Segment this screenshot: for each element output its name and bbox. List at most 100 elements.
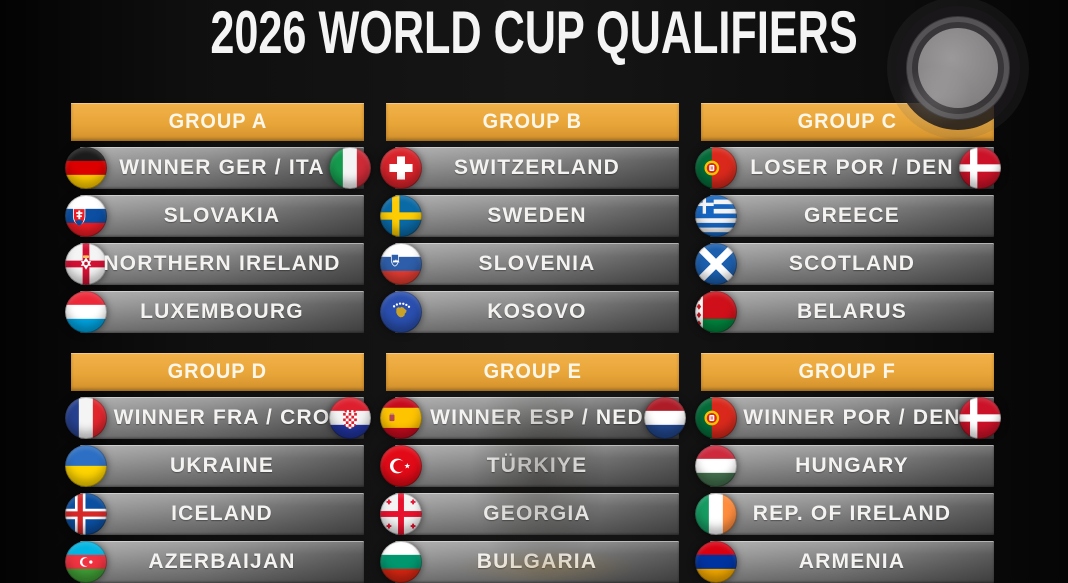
team-row: ICELAND <box>65 493 364 535</box>
team-row: LUXEMBOURG <box>65 291 364 333</box>
team-row: TÜRKIYE <box>380 445 679 487</box>
team-name: LUXEMBOURG <box>140 300 304 323</box>
team-row: WINNER ESP / NED <box>380 397 686 439</box>
group-card: GROUP D WINNER FRA / CRO UKRAINE ICELAND <box>65 353 371 583</box>
team-name: NORTHERN IRELAND <box>103 252 341 275</box>
flag-ukraine-icon <box>65 445 107 487</box>
flag-slovakia-icon <box>65 195 107 237</box>
team-row: SWITZERLAND <box>380 147 679 189</box>
team-row: NORTHERN IRELAND <box>65 243 364 285</box>
team-name: REP. OF IRELAND <box>752 502 952 525</box>
group-card: GROUP F WINNER POR / DEN HUNGARY REP. OF… <box>695 353 1001 583</box>
team-row: GREECE <box>695 195 994 237</box>
flag-ireland-icon <box>695 493 737 535</box>
team-row: ARMENIA <box>695 541 994 583</box>
flag-kosovo-icon <box>380 291 422 333</box>
team-name: SWEDEN <box>487 204 587 227</box>
group-card: GROUP E WINNER ESP / NED TÜRKIYE <box>380 353 686 583</box>
group-rows: WINNER GER / ITA SLOVAKIA NORTHERN IRELA… <box>65 147 371 333</box>
flag-hungary-icon <box>695 445 737 487</box>
groups-grid: GROUP A WINNER GER / ITA SLOVAKIA NO <box>65 103 1001 583</box>
flag-georgia-icon <box>380 493 422 535</box>
team-name: KOSOVO <box>487 300 587 323</box>
group-rows: SWITZERLAND SWEDEN SLOVENIA KOSOVO <box>380 147 679 333</box>
team-row: SWEDEN <box>380 195 679 237</box>
team-name: SLOVAKIA <box>163 204 281 227</box>
floating-record-button[interactable] <box>887 0 1029 139</box>
group-header: GROUP D <box>71 353 364 391</box>
team-name: SLOVENIA <box>478 252 596 275</box>
record-button-flare <box>898 66 972 128</box>
team-row: BULGARIA <box>380 541 679 583</box>
group-card: GROUP A WINNER GER / ITA SLOVAKIA NO <box>65 103 371 333</box>
team-row: UKRAINE <box>65 445 364 487</box>
team-name: BELARUS <box>797 300 907 323</box>
flag-bulgaria-icon <box>380 541 422 583</box>
team-name: SWITZERLAND <box>453 156 620 179</box>
flag-spain-icon <box>380 397 422 439</box>
team-name: ICELAND <box>171 502 273 525</box>
flag-northern-ireland-icon <box>65 243 107 285</box>
team-name: LOSER POR / DEN <box>750 156 954 179</box>
team-row: KOSOVO <box>380 291 679 333</box>
team-row: WINNER FRA / CRO <box>65 397 371 439</box>
flag-sweden-icon <box>380 195 422 237</box>
team-name: HUNGARY <box>795 454 909 477</box>
group-label: GROUP A <box>168 110 267 133</box>
record-button-glow-ring <box>907 17 1009 119</box>
record-circle-icon <box>918 28 998 108</box>
flag-luxembourg-icon <box>65 291 107 333</box>
team-row: LOSER POR / DEN <box>695 147 1001 189</box>
flag-azerbaijan-icon <box>65 541 107 583</box>
team-name: UKRAINE <box>169 454 275 477</box>
flag-iceland-icon <box>65 493 107 535</box>
team-name: SCOTLAND <box>788 252 916 275</box>
flag-italy-icon <box>329 147 371 189</box>
flag-belarus-icon <box>695 291 737 333</box>
team-row: SLOVENIA <box>380 243 679 285</box>
page-title: 2026 WORLD CUP QUALIFIERS <box>210 0 858 66</box>
team-name: ARMENIA <box>798 550 906 573</box>
group-card: GROUP B SWITZERLAND SWEDEN SLOVENIA <box>380 103 679 333</box>
team-row: AZERBAIJAN <box>65 541 364 583</box>
group-header: GROUP E <box>386 353 679 391</box>
group-label: GROUP D <box>167 360 268 383</box>
team-name: WINNER FRA / CRO <box>113 406 331 429</box>
team-name: GREECE <box>804 204 900 227</box>
group-header: GROUP B <box>386 103 679 141</box>
group-header: GROUP A <box>71 103 364 141</box>
group-rows: WINNER POR / DEN HUNGARY REP. OF IRELAND… <box>695 397 1001 583</box>
team-row: WINNER POR / DEN <box>695 397 1001 439</box>
flag-germany-icon <box>65 147 107 189</box>
team-row: WINNER GER / ITA <box>65 147 371 189</box>
group-label: GROUP B <box>482 110 583 133</box>
team-row: HUNGARY <box>695 445 994 487</box>
group-rows: WINNER FRA / CRO UKRAINE ICELAND AZERBAI… <box>65 397 371 583</box>
team-row: REP. OF IRELAND <box>695 493 994 535</box>
flag-greece-icon <box>695 195 737 237</box>
group-rows: LOSER POR / DEN GREECE SCOTLAND BELARUS <box>695 147 1001 333</box>
group-header: GROUP F <box>701 353 994 391</box>
flag-slovenia-icon <box>380 243 422 285</box>
group-card: GROUP C LOSER POR / DEN GREECE <box>695 103 1001 333</box>
team-name: WINNER ESP / NED <box>430 406 644 429</box>
team-name: AZERBAIJAN <box>148 550 296 573</box>
team-name: TÜRKIYE <box>486 454 588 477</box>
team-name: WINNER POR / DEN <box>743 406 961 429</box>
team-row: BELARUS <box>695 291 994 333</box>
flag-croatia-icon <box>329 397 371 439</box>
flag-france-icon <box>65 397 107 439</box>
flag-denmark-icon <box>959 397 1001 439</box>
team-name: WINNER GER / ITA <box>119 156 325 179</box>
team-name: BULGARIA <box>476 550 598 573</box>
group-rows: WINNER ESP / NED TÜRKIYE GEORGIA <box>380 397 686 583</box>
team-row: SCOTLAND <box>695 243 994 285</box>
flag-switzerland-icon <box>380 147 422 189</box>
team-name: GEORGIA <box>483 502 591 525</box>
group-label: GROUP C <box>797 110 898 133</box>
flag-portugal-icon <box>695 397 737 439</box>
flag-armenia-icon <box>695 541 737 583</box>
flag-denmark-icon <box>959 147 1001 189</box>
team-row: SLOVAKIA <box>65 195 364 237</box>
